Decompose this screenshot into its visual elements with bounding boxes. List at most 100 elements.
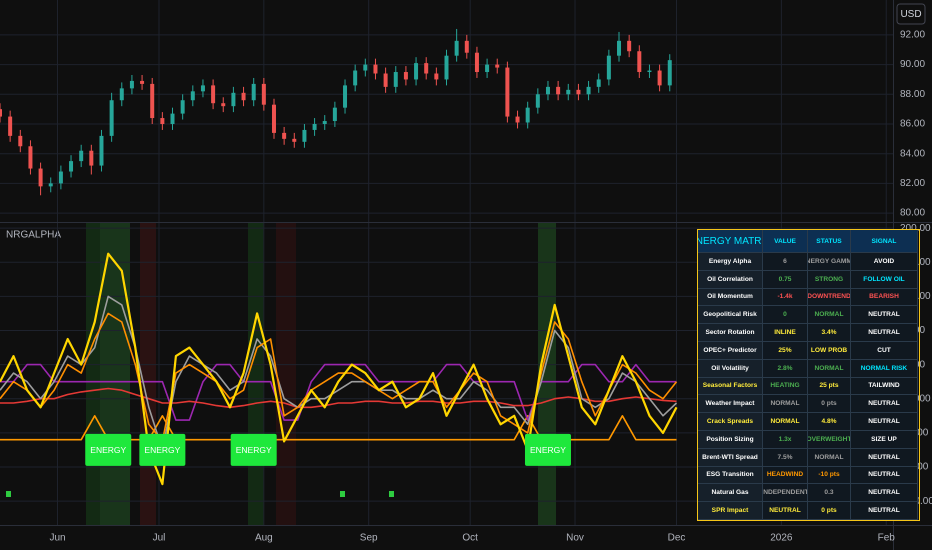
candle-body (505, 67, 510, 117)
x-tick-label: Dec (668, 533, 686, 544)
grid (0, 0, 893, 222)
currency-button[interactable] (896, 3, 926, 25)
candle-body (637, 51, 642, 73)
table-cell: ENERGY MATRIX (698, 230, 763, 253)
y-tick-label: 80.00 (900, 208, 925, 219)
table-cell: 3.4% (808, 324, 851, 342)
candle-body (8, 116, 13, 136)
x-tick-label: Nov (566, 533, 584, 544)
energy-signal-box (524, 433, 571, 466)
candle-body (109, 100, 114, 136)
candle-body (241, 92, 246, 101)
table-cell: HEADWIND (763, 466, 808, 485)
indicator-line (0, 363, 677, 421)
candle-body (322, 121, 327, 124)
candle-body (312, 123, 317, 130)
candle-body (180, 100, 185, 114)
candle-body (403, 72, 408, 80)
table-cell: NEUTRAL (851, 466, 918, 485)
table-cell: NEUTRAL (763, 502, 808, 520)
candle-body (627, 40, 632, 52)
y-tick-label: 84.00 (900, 148, 925, 159)
table-cell: STATUS (808, 230, 851, 253)
table-cell: NORMAL (763, 413, 808, 431)
table-cell: Oil Volatility (698, 359, 763, 378)
band (140, 223, 156, 525)
candle-body (160, 118, 165, 124)
candle-body (18, 135, 23, 147)
candle-body (221, 103, 226, 107)
y-tick-label: 90.00 (900, 59, 925, 70)
candle-body (363, 64, 368, 71)
table-cell: NEUTRAL (851, 324, 918, 342)
currency-label[interactable]: USD (900, 9, 921, 20)
energy-signal-label: ENERGY (530, 445, 566, 455)
energy-signal-label: ENERGY (144, 445, 180, 455)
table-cell: NORMAL (808, 359, 851, 378)
energy-signal-label: ENERGY (236, 445, 272, 455)
table-cell: 0 pts (808, 502, 851, 520)
candle-body (99, 135, 104, 166)
background-bands (86, 223, 556, 525)
candle-body (200, 85, 205, 92)
table-cell: TAILWIND (851, 377, 918, 396)
table-cell: 25 pts (808, 377, 851, 396)
table-cell: HEATING (763, 377, 808, 396)
table-cell: NORMAL (808, 448, 851, 467)
candle-body (434, 73, 439, 80)
table-cell: 4.8% (808, 413, 851, 431)
candle-body (282, 132, 287, 139)
energy-signal-label: ENERGY (90, 445, 126, 455)
candle-body (454, 40, 459, 56)
table-cell: NEUTRAL (851, 306, 918, 325)
table-cell: OPEC+ Predictor (698, 341, 763, 360)
table-cell: NEUTRAL (851, 413, 918, 431)
table-cell: CUT (851, 341, 918, 360)
table-cell: 25% (763, 341, 808, 360)
table-cell: BEARISH (851, 288, 918, 307)
table-cell: NEUTRAL (851, 502, 918, 520)
table-cell: -1.4k (763, 288, 808, 307)
table-cell: Oil Momentum (698, 288, 763, 307)
candle-body (353, 70, 358, 86)
indicator-title: NRGALPHA (6, 230, 61, 241)
candle-body (515, 116, 520, 123)
table-cell: 1.3x (763, 430, 808, 449)
candle-body (170, 113, 175, 124)
table-cell: 6 (763, 253, 808, 271)
candle-body (576, 89, 581, 95)
candle-body (261, 83, 266, 105)
candle-body (343, 85, 348, 108)
table-cell: ENERGY GAMMA (808, 253, 851, 271)
candle-body (525, 107, 530, 123)
y-tick-label: 200.00 (900, 223, 931, 234)
candle-body (69, 161, 74, 172)
energy-signal-box (139, 433, 186, 466)
table-cell: INLINE (763, 324, 808, 342)
candle-body (58, 171, 63, 184)
table-cell: NORMAL (763, 395, 808, 414)
table-cell: Sector Rotation (698, 324, 763, 342)
candle-body (566, 89, 571, 95)
table-cell: NEUTRAL (851, 484, 918, 503)
candle-body (79, 150, 84, 162)
table-cell: NORMAL RISK (851, 359, 918, 378)
candle-body (251, 83, 256, 101)
candle-body (119, 88, 124, 101)
candle-body (129, 80, 134, 89)
y-tick-label: 86.00 (900, 119, 925, 130)
candle-body (556, 86, 561, 95)
signal-dot (340, 491, 345, 497)
candle-body (271, 104, 276, 133)
candle-body (444, 55, 449, 80)
indicator-line (0, 252, 678, 486)
table-cell: INDEPENDENT (763, 484, 808, 503)
y-tick-label: 92.00 (900, 30, 925, 41)
table-cell: AVOID (851, 253, 918, 271)
candle-body (292, 138, 297, 142)
x-tick-label: Feb (878, 533, 896, 544)
band (276, 223, 296, 525)
indicator-line (0, 387, 677, 409)
table-cell: LOW PROB (808, 341, 851, 360)
energy-signal-box (85, 433, 132, 466)
